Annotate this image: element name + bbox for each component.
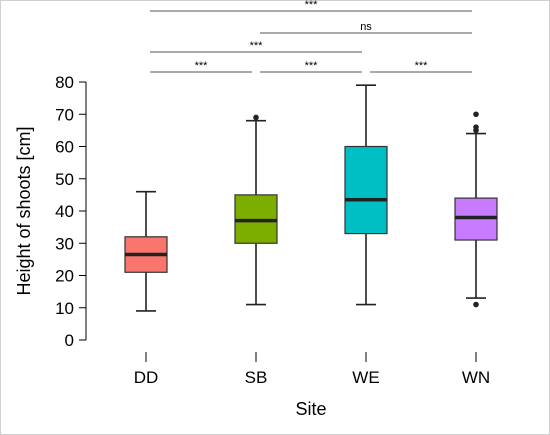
outlier-point [473,124,479,130]
outlier-point [473,111,479,118]
y-tick-label: 0 [65,331,74,350]
x-tick-label: WN [462,368,490,387]
y-tick-label: 30 [55,234,74,253]
boxes [124,84,498,312]
y-axis: 0 10 20 30 40 50 60 70 80 [55,73,87,350]
significance-label: ns [360,21,372,33]
outlier-point [473,301,479,308]
y-tick-label: 80 [55,73,74,92]
outlier-point [253,114,259,121]
y-tick-label: 10 [55,299,74,318]
x-tick-label: DD [134,368,159,387]
significance-bracket: *** [150,60,252,73]
box-dd [124,190,168,312]
y-tick-label: 20 [55,267,74,286]
significance-bracket: *** [150,40,362,53]
significance-bracket: *** [370,60,472,73]
box-we [344,84,388,306]
iqr-box [344,145,388,235]
significance-label: *** [305,60,319,72]
y-axis-title: Height of shoots [cm] [14,126,34,295]
significance-label: *** [250,40,264,52]
x-tick-label: SB [245,368,268,387]
y-tick-label: 60 [55,138,74,157]
box-wn [454,111,498,308]
box-sb [234,114,278,306]
x-axis-title: Site [295,399,326,419]
significance-bracket: *** [260,60,362,73]
significance-label: *** [195,60,209,72]
significance-brackets: *** ns *** *** *** *** [150,0,472,73]
y-tick-label: 70 [55,105,74,124]
y-tick-label: 50 [55,170,74,189]
y-tick-label: 40 [55,202,74,221]
significance-bracket: *** [150,0,472,12]
x-axis: DD SB WE WN [134,352,490,387]
significance-bracket: ns [260,21,472,34]
significance-label: *** [415,60,429,72]
x-tick-label: WE [352,368,379,387]
significance-label: *** [305,0,319,11]
